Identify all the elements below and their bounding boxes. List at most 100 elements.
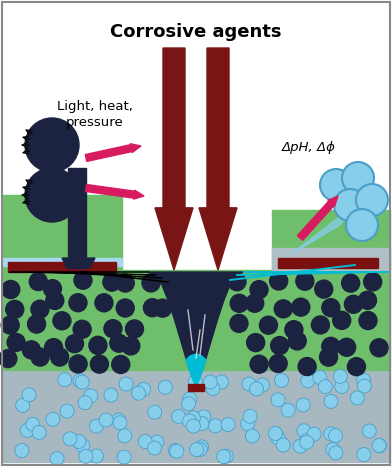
Circle shape	[181, 396, 196, 410]
Circle shape	[136, 382, 151, 396]
Circle shape	[345, 295, 362, 313]
Circle shape	[112, 413, 126, 427]
Circle shape	[209, 277, 227, 295]
Circle shape	[230, 294, 248, 312]
Circle shape	[138, 435, 152, 449]
Circle shape	[69, 355, 87, 373]
Circle shape	[25, 168, 79, 222]
Circle shape	[260, 316, 278, 334]
Circle shape	[315, 280, 333, 298]
Circle shape	[256, 378, 269, 392]
Circle shape	[358, 379, 371, 393]
Circle shape	[324, 395, 338, 409]
Circle shape	[72, 434, 86, 448]
Circle shape	[142, 274, 160, 292]
FancyArrow shape	[85, 144, 141, 162]
FancyArrow shape	[85, 184, 144, 199]
Circle shape	[250, 281, 268, 299]
Circle shape	[324, 427, 338, 441]
Circle shape	[338, 338, 356, 356]
Polygon shape	[199, 48, 237, 270]
Circle shape	[60, 404, 74, 418]
Circle shape	[187, 411, 200, 425]
Circle shape	[269, 354, 287, 373]
Circle shape	[0, 350, 17, 368]
Circle shape	[270, 272, 288, 290]
Circle shape	[148, 405, 162, 419]
Circle shape	[22, 388, 36, 402]
Circle shape	[6, 300, 24, 318]
Circle shape	[46, 412, 60, 426]
Circle shape	[247, 333, 265, 352]
Circle shape	[31, 300, 49, 318]
Polygon shape	[62, 258, 95, 268]
Circle shape	[296, 272, 314, 290]
Circle shape	[104, 320, 122, 338]
Bar	[2, 370, 390, 462]
Circle shape	[271, 431, 285, 445]
Text: ΔpH, Δϕ: ΔpH, Δϕ	[282, 142, 336, 155]
Circle shape	[75, 375, 89, 389]
Circle shape	[78, 396, 92, 410]
Circle shape	[63, 432, 77, 446]
Circle shape	[31, 348, 49, 366]
Circle shape	[103, 273, 121, 291]
Circle shape	[91, 355, 108, 373]
Circle shape	[183, 414, 196, 428]
Bar	[272, 248, 390, 270]
Circle shape	[250, 382, 263, 396]
Circle shape	[46, 291, 64, 310]
Circle shape	[65, 335, 83, 353]
Circle shape	[359, 291, 376, 309]
Circle shape	[333, 311, 351, 329]
Text: Light, heat,
pressure: Light, heat, pressure	[57, 100, 133, 129]
Circle shape	[44, 280, 62, 297]
Circle shape	[147, 441, 162, 455]
Circle shape	[245, 429, 260, 443]
Polygon shape	[148, 272, 244, 385]
Circle shape	[53, 312, 71, 330]
Circle shape	[183, 392, 197, 406]
Circle shape	[271, 337, 289, 354]
Circle shape	[285, 321, 303, 339]
Circle shape	[319, 348, 338, 366]
Circle shape	[45, 339, 63, 357]
Circle shape	[89, 336, 107, 354]
Circle shape	[288, 332, 306, 350]
Circle shape	[84, 389, 98, 403]
Circle shape	[301, 374, 315, 388]
Circle shape	[350, 391, 364, 405]
Circle shape	[58, 373, 72, 387]
Circle shape	[372, 439, 387, 453]
Circle shape	[296, 398, 310, 412]
Circle shape	[342, 274, 359, 292]
Circle shape	[370, 339, 388, 357]
Circle shape	[300, 435, 314, 449]
Circle shape	[292, 298, 310, 316]
Circle shape	[89, 449, 103, 463]
Circle shape	[209, 419, 222, 433]
Circle shape	[357, 373, 370, 387]
Circle shape	[15, 444, 29, 458]
Bar	[272, 210, 390, 270]
Bar	[2, 258, 122, 266]
Circle shape	[79, 449, 93, 463]
Circle shape	[113, 416, 127, 430]
Circle shape	[99, 413, 113, 427]
Circle shape	[190, 443, 203, 457]
Polygon shape	[186, 354, 206, 386]
Circle shape	[154, 299, 172, 317]
Circle shape	[372, 439, 386, 453]
Circle shape	[311, 316, 329, 334]
Circle shape	[168, 444, 182, 458]
Circle shape	[328, 429, 343, 443]
Circle shape	[297, 424, 311, 438]
Circle shape	[150, 435, 164, 449]
Circle shape	[16, 398, 30, 412]
Circle shape	[274, 300, 292, 318]
Circle shape	[269, 426, 282, 440]
Circle shape	[119, 377, 133, 391]
Circle shape	[195, 417, 209, 431]
Circle shape	[293, 439, 307, 453]
Circle shape	[172, 410, 185, 424]
